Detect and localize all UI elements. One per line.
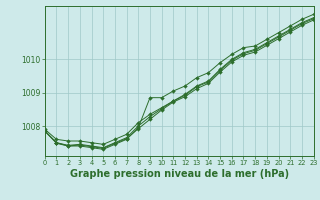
X-axis label: Graphe pression niveau de la mer (hPa): Graphe pression niveau de la mer (hPa) <box>70 169 289 179</box>
